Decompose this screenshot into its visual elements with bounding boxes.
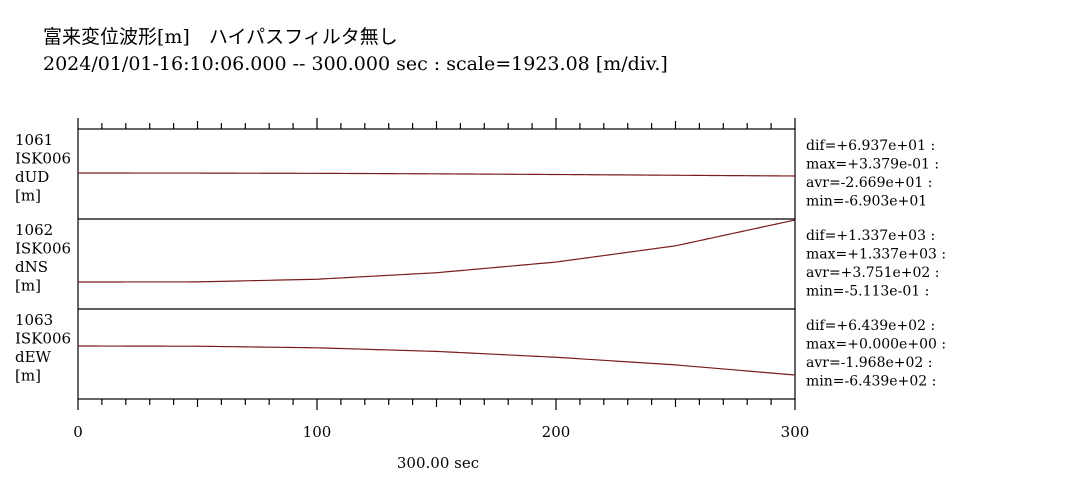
channel-stat: max=+1.337e+03 :	[806, 247, 946, 263]
channel-station: ISK006	[15, 150, 71, 168]
channel-unit: [m]	[15, 187, 41, 205]
channel-id: 1061	[15, 131, 53, 149]
channel-stat: max=+0.000e+00 :	[806, 337, 946, 353]
channel-stat: min=-6.903e+01	[806, 194, 927, 210]
x-tick-label: 200	[542, 423, 571, 441]
trace-dUD	[78, 172, 796, 177]
plot-frame	[77, 128, 796, 400]
channel-component: dUD	[15, 168, 49, 186]
x-tick-label: 100	[303, 423, 332, 441]
channel-id: 1063	[15, 311, 53, 329]
channel-station: ISK006	[15, 240, 71, 258]
channel-unit: [m]	[15, 367, 41, 385]
channel-labels: 1061ISK006dUD[m]1062ISK006dNS[m]1063ISK0…	[15, 131, 71, 385]
channel-component: dEW	[15, 348, 52, 366]
channel-stat: avr=-2.669e+01 :	[806, 175, 933, 191]
channel-stats: dif=+6.937e+01 : max=+3.379e-01 : avr=-2.6…	[806, 138, 946, 390]
trace-dNS	[78, 219, 796, 283]
channel-stat: dif=+1.337e+03 :	[806, 228, 935, 244]
chart-title: 富来変位波形[m] ハイパスフィルタ無し	[43, 26, 398, 48]
x-axis: 0 100 200 300	[73, 118, 809, 441]
channel-stat: dif=+6.439e+02 :	[806, 318, 935, 334]
channel-stat: dif=+6.937e+01 :	[806, 138, 935, 154]
x-tick-label: 300	[781, 423, 810, 441]
channel-stat: min=-6.439e+02 :	[806, 374, 936, 390]
channel-component: dNS	[15, 258, 48, 276]
channel-id: 1062	[15, 221, 53, 239]
trace-dEW	[77, 345, 796, 376]
x-axis-label: 300.00 sec	[397, 454, 479, 472]
channel-station: ISK006	[15, 330, 71, 348]
chart-subtitle: 2024/01/01-16:10:06.000 -- 300.000 sec :…	[43, 53, 668, 75]
channel-stat: min=-5.113e-01 :	[806, 284, 929, 300]
plot-border	[77, 128, 796, 400]
trace-layer	[77, 172, 796, 376]
x-tick-label: 0	[73, 423, 83, 441]
channel-stat: avr=-1.968e+02 :	[806, 355, 933, 371]
channel-stat: avr=+3.751e+02 :	[806, 265, 940, 281]
channel-stat: max=+3.379e-01 :	[806, 157, 939, 173]
channel-unit: [m]	[15, 277, 41, 295]
